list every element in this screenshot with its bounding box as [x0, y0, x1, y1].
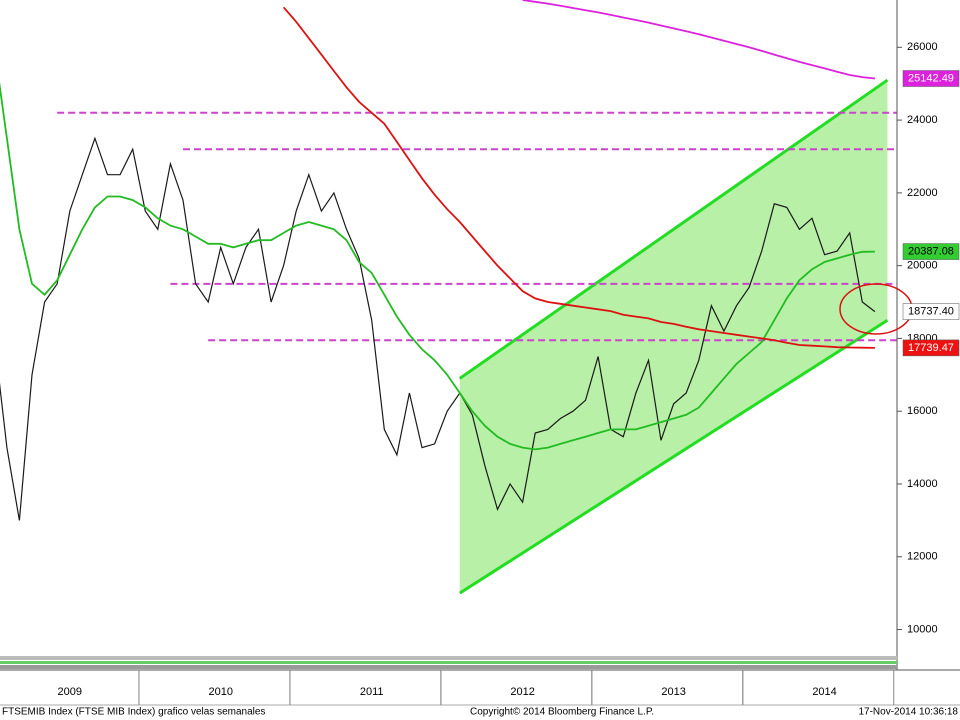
plot-area	[0, 0, 897, 595]
last-value-label: 25142.49	[908, 72, 954, 84]
y-tick-label: 16000	[907, 405, 938, 417]
y-tick-label: 10000	[907, 623, 938, 635]
y-tick-label: 14000	[907, 478, 938, 490]
x-tick-label: 2009	[58, 686, 82, 698]
channel-line	[458, 78, 889, 380]
series-line	[282, 6, 875, 349]
footer-right: 17-Nov-2014 10:36:18	[858, 707, 958, 718]
last-value-box	[902, 303, 960, 320]
last-value-box	[902, 243, 960, 260]
y-tick-label: 20000	[907, 260, 938, 272]
x-tick-label: 2013	[661, 686, 685, 698]
last-value-box	[902, 339, 960, 357]
footer-left: FTSEMIB Index (FTSE MIB Index) grafico v…	[2, 707, 265, 718]
strip	[0, 656, 897, 660]
series-line	[0, 81, 875, 451]
channel-fill	[459, 80, 888, 594]
strip	[0, 661, 897, 664]
y-tick-label: 24000	[907, 114, 938, 126]
series-line	[0, 136, 876, 521]
y-tick-label: 12000	[907, 551, 938, 563]
x-tick-label: 2011	[360, 686, 384, 698]
last-value-label: 20387.08	[908, 245, 954, 257]
last-value-label: 17739.47	[908, 342, 954, 354]
x-tick-label: 2010	[208, 686, 232, 698]
x-tick-label: 2014	[812, 686, 836, 698]
x-tick-label: 2012	[510, 686, 534, 698]
last-value-label: 18737.40	[908, 305, 954, 317]
channel-line	[458, 318, 889, 595]
strip	[0, 665, 897, 669]
y-tick-label: 26000	[907, 41, 938, 53]
footer-center: Copyright© 2014 Bloomberg Finance L.P.	[470, 707, 654, 718]
y-tick-label: 22000	[907, 187, 938, 199]
series-line	[522, 0, 875, 80]
last-value-box	[902, 70, 960, 87]
